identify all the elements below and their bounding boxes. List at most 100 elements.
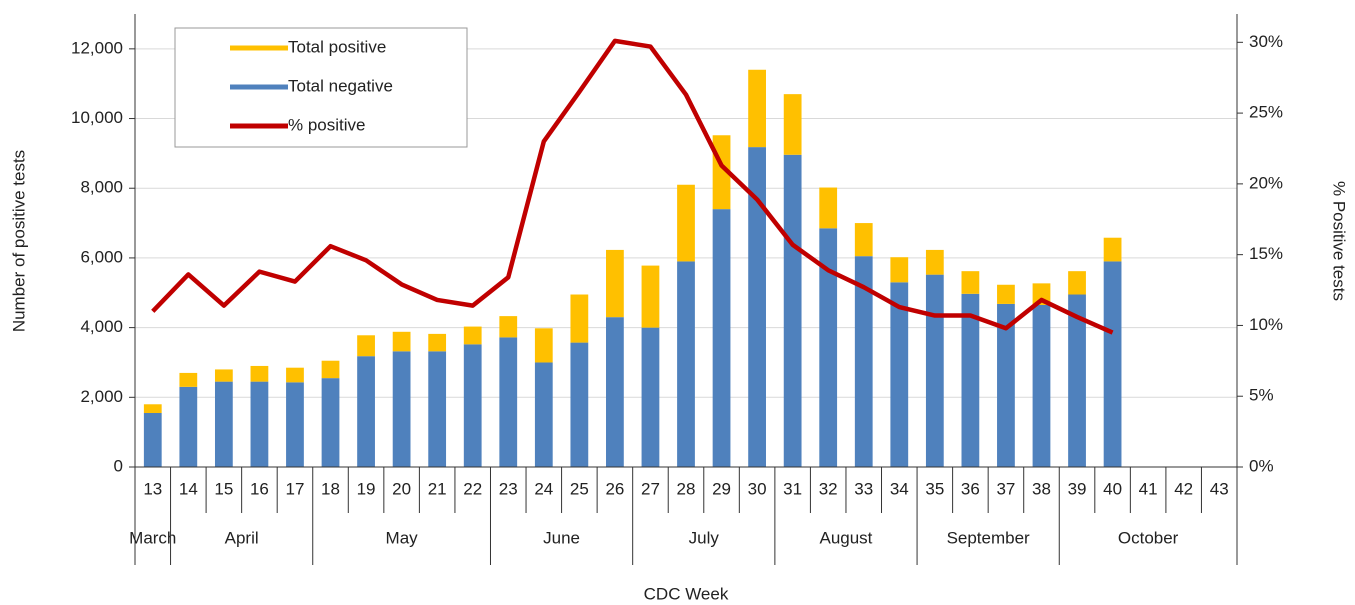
x-tick-label: 23 [499,479,518,498]
x-tick-label: 25 [570,479,589,498]
legend-label: Total negative [288,76,393,95]
bar [534,362,553,467]
bar [1103,261,1122,467]
bar [250,365,269,382]
x-tick-label: 15 [214,479,233,498]
x-tick-label: 27 [641,479,660,498]
x-tick-label: 20 [392,479,411,498]
x-tick-label: 38 [1032,479,1051,498]
bar [499,316,518,338]
x-tick-label: 28 [677,479,696,498]
x-tick-label: 30 [748,479,767,498]
bar [1068,294,1086,467]
bar [392,331,411,352]
bar [570,342,589,467]
x-tick-label: 17 [286,479,305,498]
bar [641,265,660,328]
y2-tick-label: 0% [1249,456,1274,475]
y-tick-label: 8,000 [80,178,123,197]
bar [143,404,162,413]
bar [357,335,375,357]
x-tick-label: 40 [1103,479,1122,498]
legend-box [174,27,468,148]
x-tick-label: 32 [819,479,838,498]
y-tick-label: 2,000 [80,387,123,406]
legend-label: % positive [288,115,365,134]
bar [712,209,731,467]
bar [463,344,482,467]
y-tick-label: 6,000 [80,247,123,266]
bar [1103,237,1122,262]
bar [641,327,660,467]
bar [819,187,838,229]
month-label: March [129,528,176,547]
x-tick-label: 16 [250,479,269,498]
bar [570,294,589,343]
y2-tick-label: 20% [1249,173,1283,192]
month-label: April [225,528,259,547]
x-tick-label: 29 [712,479,731,498]
x-tick-label: 35 [925,479,944,498]
x-tick-label: 24 [534,479,553,498]
bar [925,249,944,275]
y-tick-label: 10,000 [71,108,123,127]
y2-axis-label: % Positive tests [1330,181,1349,301]
bar [783,154,802,468]
x-tick-label: 31 [783,479,802,498]
month-label: October [1118,528,1179,547]
bar [179,386,198,467]
bar [428,333,447,352]
x-tick-label: 33 [854,479,873,498]
x-tick-label: 26 [605,479,624,498]
bar [748,147,766,467]
x-tick-label: 42 [1174,479,1193,498]
y2-tick-label: 5% [1249,386,1274,405]
x-tick-label: 22 [463,479,482,498]
bar [961,271,980,294]
bar [961,293,980,467]
bar [214,381,233,467]
bar [783,94,802,155]
x-tick-label: 13 [143,479,162,498]
y-tick-label: 0 [114,456,123,475]
bar [890,282,909,467]
bar [854,256,873,467]
bar [606,249,624,318]
x-tick-label: 43 [1210,479,1229,498]
bar [321,378,340,467]
month-label: September [947,528,1030,547]
bar [1032,304,1051,467]
bar [677,184,695,262]
bar [854,223,873,257]
bar [819,228,838,467]
x-tick-label: 39 [1068,479,1087,498]
bar [179,372,198,387]
bar [143,412,162,467]
line [151,38,1114,335]
y2-tick-label: 30% [1249,32,1283,51]
month-label: July [689,528,720,547]
month-label: May [386,528,419,547]
bar [286,382,304,467]
x-tick-label: 14 [179,479,198,498]
x-tick-label: 19 [357,479,376,498]
legend-label: Total positive [288,37,386,56]
y-tick-label: 12,000 [71,38,123,57]
y2-tick-label: 10% [1249,315,1283,334]
bar [748,69,766,148]
x-tick-label: 18 [321,479,340,498]
bar [1032,283,1051,305]
bar [250,381,269,467]
bar [428,351,447,467]
bar [534,328,553,363]
bar [606,317,624,467]
bar [392,351,411,467]
bar [677,261,695,467]
x-tick-label: 21 [428,479,447,498]
bar [463,326,482,345]
bar [997,284,1015,304]
bar [925,274,944,467]
bar [997,303,1015,467]
bar [321,360,340,379]
